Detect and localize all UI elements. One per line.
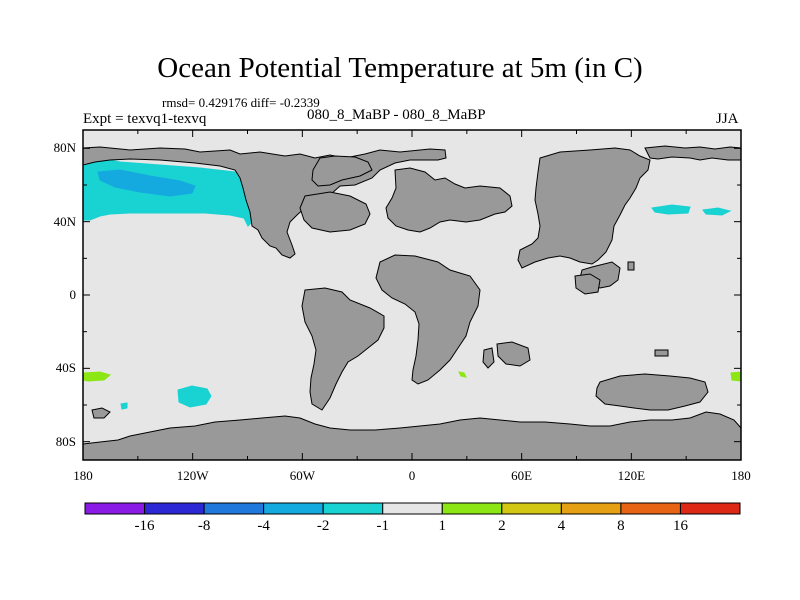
colorbar-box — [84, 502, 146, 515]
colorbar-level-label: 2 — [498, 518, 506, 534]
land-asia — [517, 147, 651, 269]
y-tick-label: 80N — [53, 140, 76, 156]
x-tick-label: 60E — [511, 468, 533, 483]
y-tick-label: 80S — [55, 433, 76, 449]
colorbar-box — [203, 502, 265, 515]
colorbar-box — [620, 502, 681, 515]
colorbar-level-label: 8 — [617, 518, 625, 534]
x-tick-label: 180 — [731, 468, 751, 483]
anomaly-indian-warm-speck — [458, 371, 467, 378]
colorbar-box — [441, 502, 503, 515]
land-asia-speck — [627, 261, 635, 271]
plot-title: Ocean Potential Temperature at 5m (in C) — [157, 52, 643, 84]
land-layer — [82, 145, 742, 461]
colorbar-box — [144, 502, 205, 515]
colorbar-box — [322, 502, 384, 515]
tick-layer — [82, 130, 742, 460]
colorbar-box — [679, 502, 741, 515]
land-madagascar — [482, 347, 495, 369]
land-australia — [595, 373, 709, 411]
land-south-america — [301, 287, 385, 411]
colorbar-box — [263, 502, 324, 515]
colorbar-box — [501, 502, 562, 515]
colorbar-level-label: 4 — [557, 518, 566, 534]
colorbar-level-label: 1 — [438, 518, 447, 534]
land-antarctica — [82, 411, 742, 461]
colorbar — [84, 502, 741, 515]
x-tick-label: 60W — [289, 468, 315, 483]
land-south-pacific-islet — [91, 407, 111, 419]
anomaly-south-pacific-warm-east — [730, 371, 742, 382]
y-tick-label: 40N — [53, 213, 76, 229]
anomaly-south-pacific-dot — [120, 402, 128, 410]
colorbar-level-label: -16 — [134, 518, 155, 534]
subtitle-text: 080_8_MaBP - 080_8_MaBP — [307, 107, 486, 123]
land-arctic-east — [644, 145, 742, 161]
land-indian-island-a — [496, 341, 531, 367]
x-tick-label: 120W — [176, 468, 209, 483]
anomaly-nw-pacific-cool-b — [702, 207, 732, 216]
land-indian-island-b — [574, 273, 601, 295]
colorbar-level-label: -8 — [197, 518, 211, 534]
anomaly-nw-pacific-cool-a — [651, 204, 691, 215]
season-label: JJA — [716, 111, 739, 127]
y-tick-label: 0 — [69, 287, 77, 302]
land-africa — [375, 254, 481, 385]
anomaly-south-pacific-cool — [177, 385, 212, 408]
colorbar-level-label: -4 — [257, 518, 270, 534]
land-pacific-speck — [654, 349, 669, 357]
experiment-text: Expt = texvq1-texvq — [83, 111, 207, 127]
land-gulf-mexico-block — [299, 191, 371, 233]
colorbar-level-label: -2 — [316, 518, 330, 534]
colorbar-box — [382, 502, 443, 515]
stats-text: rmsd= 0.429176 diff= -0.2339 — [162, 95, 320, 110]
x-tick-label: 0 — [408, 468, 416, 483]
land-greenland — [311, 155, 373, 187]
x-tick-label: 180 — [73, 468, 93, 483]
colorbar-level-label: 16 — [672, 518, 688, 534]
colorbar-level-label: -1 — [376, 518, 389, 534]
x-tick-label: 120E — [617, 468, 646, 483]
y-tick-label: 40S — [55, 360, 76, 376]
colorbar-box — [560, 502, 622, 515]
anomaly-north-pacific-core — [97, 169, 196, 197]
land-europe — [385, 167, 513, 233]
